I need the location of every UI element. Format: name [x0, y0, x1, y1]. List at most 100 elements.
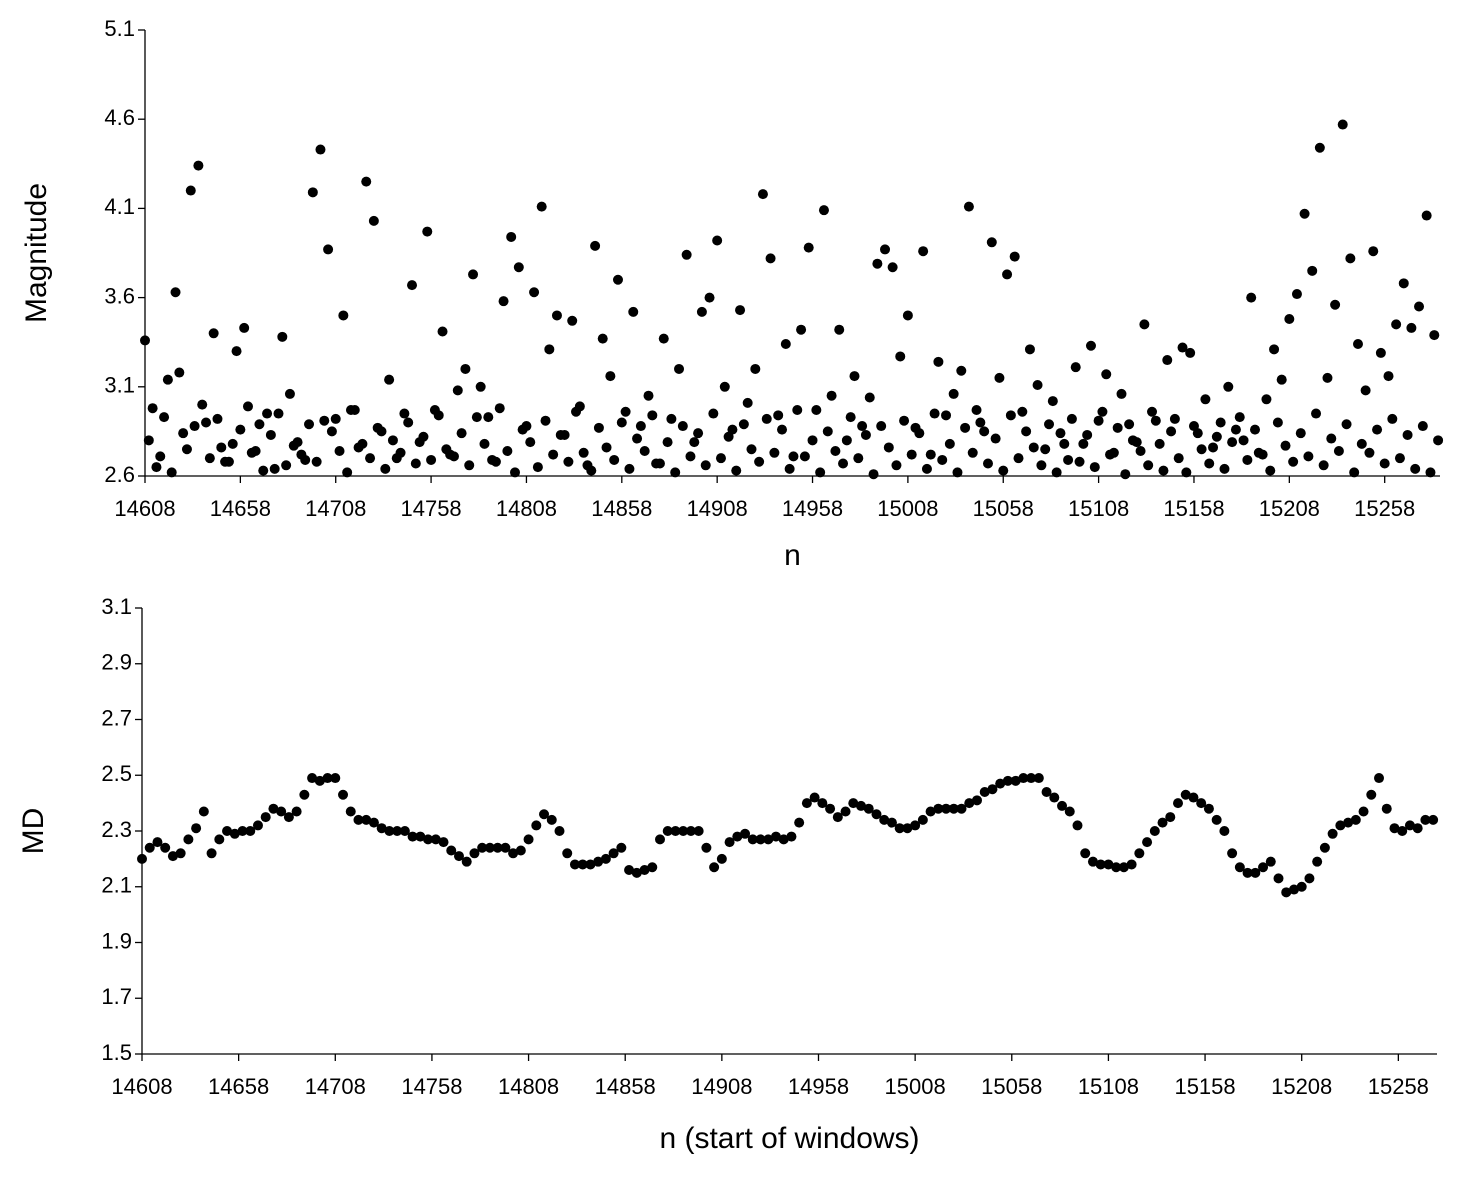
point	[314, 775, 325, 786]
point	[531, 820, 542, 831]
point	[140, 335, 150, 346]
point	[956, 803, 967, 814]
point	[925, 806, 936, 817]
point	[735, 305, 746, 316]
point	[1165, 812, 1176, 823]
y-tick-label: 1.7	[101, 984, 132, 1009]
point	[716, 853, 727, 864]
point	[515, 845, 526, 856]
point	[430, 834, 441, 845]
x-tick-label: 15158	[1174, 1074, 1235, 1099]
point	[1135, 446, 1146, 457]
point	[815, 467, 826, 478]
point	[283, 812, 294, 823]
point	[407, 831, 418, 842]
point	[1009, 251, 1020, 262]
point	[709, 862, 720, 873]
point	[616, 417, 627, 428]
point	[540, 415, 551, 426]
point	[1032, 380, 1043, 391]
point	[696, 306, 707, 317]
point	[593, 856, 604, 867]
point	[395, 447, 406, 458]
x-tick-label: 15108	[1068, 496, 1129, 521]
point	[944, 438, 955, 449]
point	[1162, 355, 1173, 366]
point	[1394, 453, 1405, 464]
point	[1296, 881, 1307, 892]
point	[1261, 394, 1272, 405]
point	[1257, 449, 1268, 460]
point	[674, 363, 685, 374]
point	[460, 363, 471, 374]
point	[487, 454, 498, 465]
point	[1273, 873, 1284, 884]
point	[461, 856, 472, 867]
point	[826, 390, 837, 401]
point	[786, 831, 797, 842]
point	[178, 428, 189, 439]
point	[563, 456, 574, 467]
point	[479, 438, 490, 449]
point	[750, 363, 761, 374]
point	[291, 806, 302, 817]
point	[399, 408, 410, 419]
point	[738, 419, 749, 430]
point	[242, 401, 253, 412]
point	[151, 462, 162, 473]
point	[1181, 467, 1192, 478]
point	[471, 412, 482, 423]
point	[1404, 820, 1415, 831]
point	[948, 388, 959, 399]
point	[334, 446, 345, 457]
point	[508, 848, 519, 859]
point	[879, 814, 890, 825]
point	[952, 467, 963, 478]
point	[747, 834, 758, 845]
point	[1227, 848, 1238, 859]
point	[571, 406, 582, 417]
point	[1381, 803, 1392, 814]
point	[809, 792, 820, 803]
point	[155, 451, 166, 462]
point	[832, 812, 843, 823]
point	[323, 244, 334, 255]
point	[632, 433, 643, 444]
point	[681, 249, 692, 260]
point	[794, 817, 805, 828]
point	[1410, 463, 1421, 474]
point	[982, 458, 993, 469]
point	[1250, 424, 1260, 435]
point	[1196, 798, 1207, 809]
point	[1412, 823, 1423, 834]
point	[853, 453, 864, 464]
point	[353, 814, 364, 825]
point	[941, 410, 952, 421]
point	[701, 842, 712, 853]
point	[422, 226, 433, 237]
point	[1272, 417, 1283, 428]
point	[1314, 142, 1325, 153]
point	[876, 421, 887, 432]
x-tick-label: 14758	[400, 496, 461, 521]
point	[678, 826, 689, 836]
point	[719, 381, 730, 392]
x-tick-label: 14708	[305, 496, 366, 521]
point	[1219, 463, 1230, 474]
point	[1366, 789, 1377, 800]
point	[1337, 119, 1348, 130]
point	[1127, 435, 1138, 446]
point	[746, 444, 757, 455]
point	[635, 421, 646, 432]
point	[1238, 435, 1249, 446]
point	[778, 834, 789, 845]
point	[979, 426, 990, 437]
point	[1389, 823, 1400, 834]
point	[712, 235, 723, 246]
point	[1327, 828, 1338, 839]
y-tick-label: 1.5	[101, 1040, 132, 1065]
point	[917, 814, 928, 825]
point	[1265, 465, 1276, 476]
point	[1126, 859, 1137, 870]
point	[1018, 773, 1029, 784]
